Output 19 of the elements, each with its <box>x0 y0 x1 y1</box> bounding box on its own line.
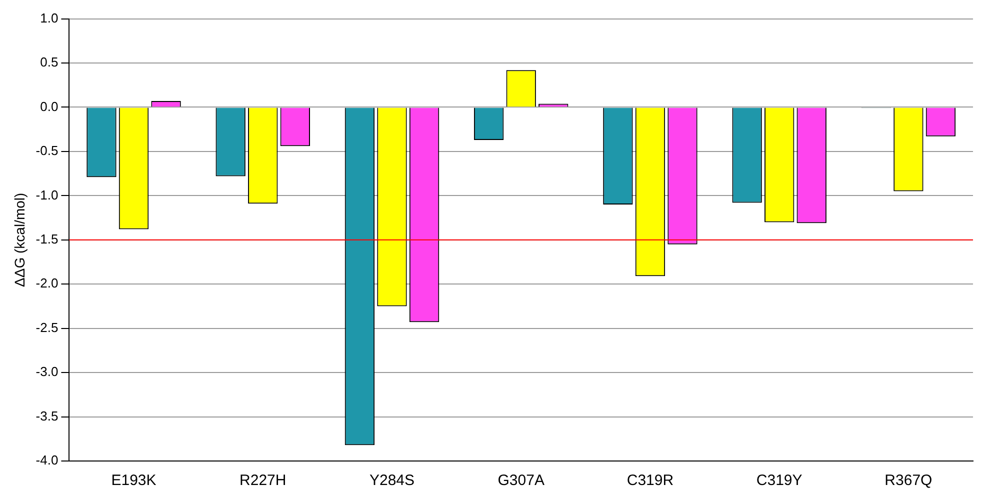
y-tick-label: -0.5 <box>36 143 58 158</box>
y-tick-label: -3.5 <box>36 408 58 424</box>
y-tick-label: 0.0 <box>40 98 58 114</box>
y-tick-label: -1.0 <box>36 187 58 202</box>
x-tick-label: Y284S <box>369 472 415 490</box>
x-tick-label: R227H <box>240 472 286 490</box>
y-tick-label: 1.0 <box>40 10 58 26</box>
x-tick-label: G307A <box>498 472 544 490</box>
y-tick-label: -4.0 <box>36 452 58 468</box>
y-tick-label: -2.0 <box>36 276 58 291</box>
x-tick-label: C319R <box>626 472 674 490</box>
y-axis-title: ΔΔG (kcal/mol) <box>11 192 28 287</box>
y-tick-label: -2.5 <box>36 320 58 335</box>
x-tick-label: C319Y <box>756 472 802 490</box>
y-tick-label: -1.5 <box>36 231 58 246</box>
y-tick-label: -3.0 <box>36 364 58 380</box>
x-tick-label: E193K <box>111 472 156 490</box>
x-tick-label: R367Q <box>884 472 932 490</box>
y-tick-label: 0.5 <box>40 54 58 70</box>
